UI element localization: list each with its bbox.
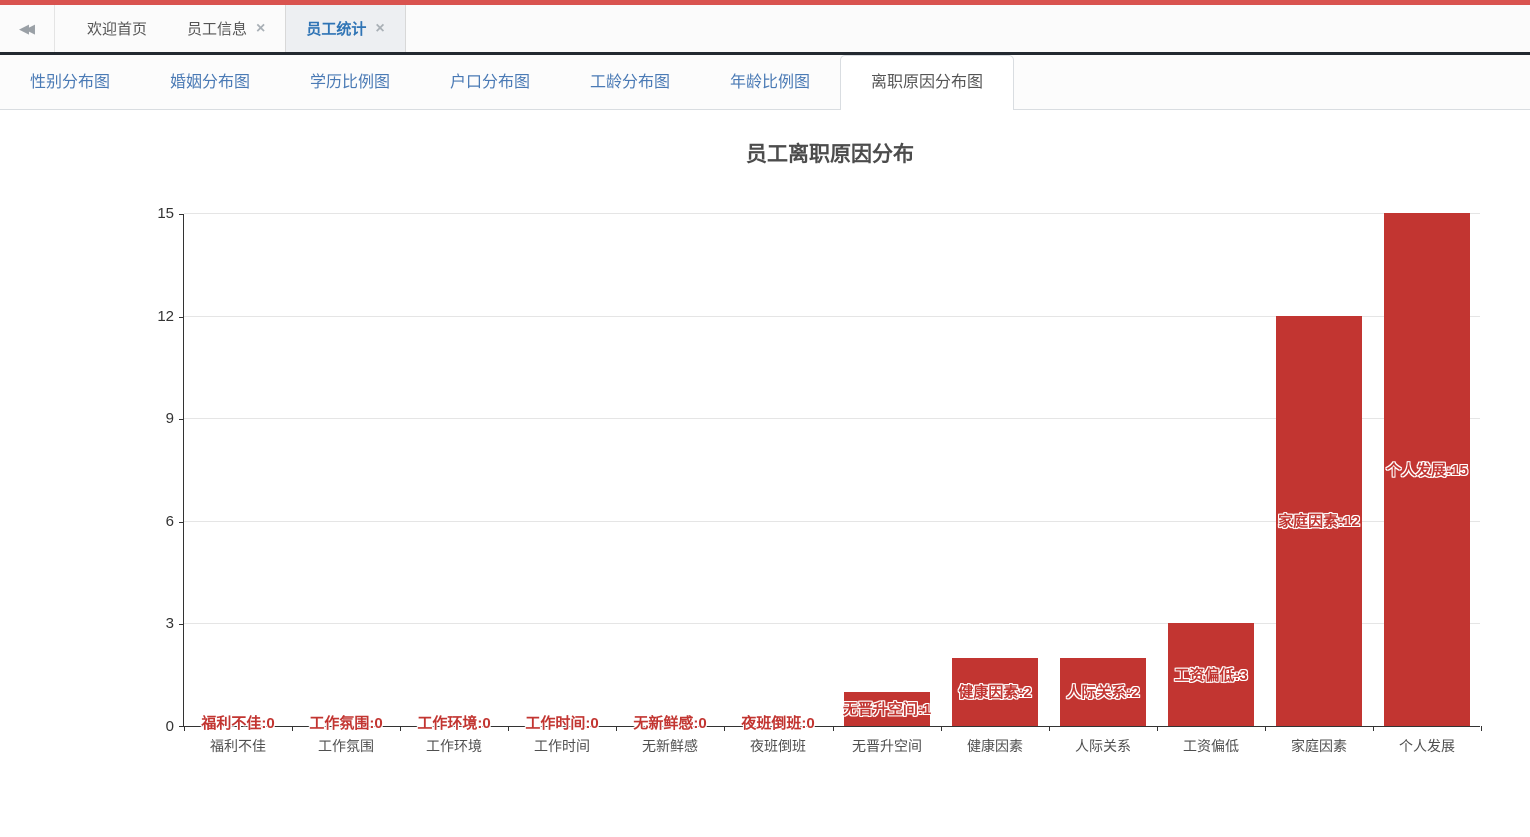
y-axis-label: 9 <box>165 410 174 427</box>
bar-value-label: 福利不佳:0 <box>201 715 275 732</box>
chart-area: 员工离职原因分布 0 3 6 9 12 15 福利不佳:0 福利不佳 工作氛围:0 工作氛围 工作环… <box>0 110 1530 833</box>
y-axis-tick <box>179 317 184 318</box>
window-tab-label: 欢迎首页 <box>87 21 148 38</box>
bar-value-label: 工作时间:0 <box>525 715 599 732</box>
y-axis-tick <box>179 214 184 215</box>
close-tab-icon[interactable]: × <box>375 19 385 37</box>
x-axis-label: 工资偏低 <box>1183 738 1239 754</box>
y-axis-label: 3 <box>165 615 174 632</box>
x-axis-tick <box>833 726 834 731</box>
chart-tab-bar: 性别分布图 婚姻分布图 学历比例图 户口分布图 工龄分布图 年龄比例图 离职原因分布图 <box>0 55 1530 111</box>
x-axis-tick <box>1049 726 1050 731</box>
bar-人际关系[interactable] <box>1060 658 1146 726</box>
x-axis-tick <box>184 726 185 731</box>
double-left-chevron-icon: ◀◀ <box>19 20 35 36</box>
x-axis-label: 人际关系 <box>1075 738 1131 754</box>
bar-value-label: 无新鲜感:0 <box>633 715 707 732</box>
x-axis-label: 无晋升空间 <box>852 738 922 754</box>
y-axis-label: 15 <box>157 205 174 222</box>
window-tab-1[interactable]: 欢迎首页 <box>67 5 167 52</box>
x-axis-label: 家庭因素 <box>1291 738 1347 754</box>
x-axis-tick <box>508 726 509 731</box>
chart-tab-1[interactable]: 性别分布图 <box>29 74 110 91</box>
x-axis-tick <box>400 726 401 731</box>
x-axis-label: 工作氛围 <box>318 738 374 754</box>
x-axis-tick <box>1373 726 1374 731</box>
window-tab-label: 员工统计 <box>306 21 367 38</box>
x-axis-label: 健康因素 <box>967 738 1023 754</box>
window-tab-bar: ◀◀ 欢迎首页 员工信息 × 员工统计 × <box>0 5 1530 55</box>
x-axis-tick <box>1157 726 1158 731</box>
gridline-y-3 <box>184 623 1480 624</box>
x-axis-tick <box>724 726 725 731</box>
gridline-y-12 <box>184 316 1480 317</box>
bar-value-label: 夜班倒班:0 <box>741 715 815 732</box>
y-axis-label: 12 <box>157 308 174 325</box>
bar-value-label: 个人发展:15 <box>1386 462 1468 479</box>
x-axis-label: 工作时间 <box>534 738 590 754</box>
window-tab-3[interactable]: 员工统计 × <box>285 5 406 52</box>
bar-健康因素[interactable] <box>952 658 1038 726</box>
x-axis-label: 工作环境 <box>426 738 482 754</box>
chart-tab-6[interactable]: 年龄比例图 <box>729 74 810 91</box>
chart-tab-2[interactable]: 婚姻分布图 <box>169 74 250 91</box>
y-axis-tick <box>179 726 184 727</box>
x-axis-label: 夜班倒班 <box>750 738 806 754</box>
bar-value-label: 工资偏低:3 <box>1174 667 1248 684</box>
chart-title: 员工离职原因分布 <box>746 143 914 166</box>
x-axis-label: 无新鲜感 <box>642 738 698 754</box>
window-tab-label: 员工信息 <box>187 21 248 38</box>
bar-value-label: 工作环境:0 <box>417 715 491 732</box>
gridline-y-15 <box>184 213 1480 214</box>
bar-value-label: 人际关系:2 <box>1066 684 1140 701</box>
window-tab-2[interactable]: 员工信息 × <box>167 5 285 52</box>
y-axis-tick <box>179 624 184 625</box>
x-axis-label: 个人发展 <box>1399 738 1455 754</box>
y-axis-label: 0 <box>165 718 174 735</box>
close-tab-icon[interactable]: × <box>256 19 266 37</box>
x-axis-tick <box>616 726 617 731</box>
bar-chart-plot: 0 3 6 9 12 15 福利不佳:0 福利不佳 工作氛围:0 工作氛围 工作环境:0 工作环境 工作… <box>157 205 1482 754</box>
chart-tab-7[interactable]: 离职原因分布图 <box>840 55 1015 111</box>
y-axis-tick <box>179 522 184 523</box>
x-axis-tick <box>1481 726 1482 731</box>
top-accent-bar <box>0 0 1530 5</box>
bar-无晋升空间[interactable] <box>844 692 930 726</box>
bar-家庭因素[interactable] <box>1276 316 1362 726</box>
collapse-tabs-button[interactable]: ◀◀ <box>0 5 55 52</box>
bar-工资偏低[interactable] <box>1168 623 1254 726</box>
bar-个人发展[interactable] <box>1384 213 1470 726</box>
y-axis-label: 6 <box>165 513 174 530</box>
y-axis-tick <box>179 419 184 420</box>
x-axis-tick <box>1265 726 1266 731</box>
x-axis-tick <box>941 726 942 731</box>
chart-tab-5[interactable]: 工龄分布图 <box>589 74 670 91</box>
chart-tab-3[interactable]: 学历比例图 <box>309 74 390 91</box>
x-axis-label: 福利不佳 <box>210 738 266 754</box>
gridline-y-9 <box>184 418 1480 419</box>
gridline-y-6 <box>184 521 1480 522</box>
bar-value-label: 健康因素:2 <box>958 684 1032 701</box>
bar-value-label: 工作氛围:0 <box>309 715 383 732</box>
bar-value-label: 家庭因素:12 <box>1278 513 1360 530</box>
window-tab-list: 欢迎首页 员工信息 × 员工统计 × <box>55 5 406 52</box>
bar-value-label: 无晋升空间:1 <box>842 701 932 718</box>
x-axis-tick <box>292 726 293 731</box>
chart-tab-4[interactable]: 户口分布图 <box>449 74 530 91</box>
